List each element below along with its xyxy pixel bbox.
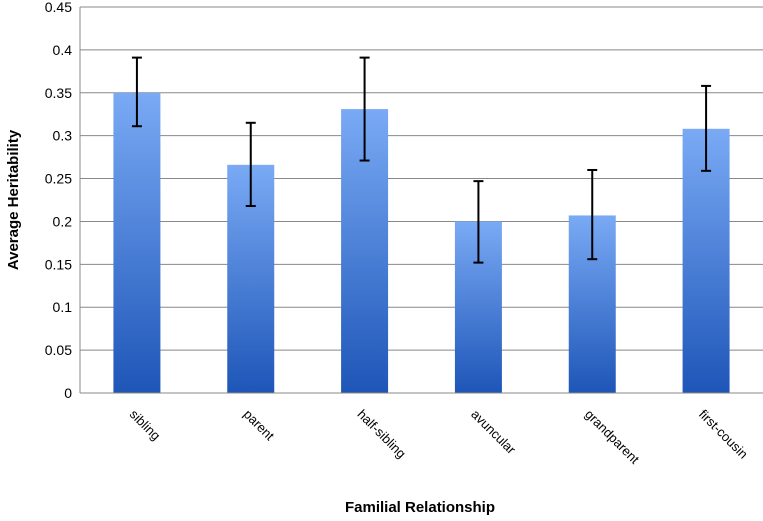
bar-sibling — [113, 92, 161, 394]
y-axis-title: Average Heritability — [5, 129, 22, 270]
x-tick-label: grandparent — [582, 407, 642, 467]
x-tick-label: sibling — [127, 407, 164, 444]
y-tick-label: 0.05 — [45, 342, 72, 358]
y-tick-labels: 0 0.05 0.1 0.15 0.2 0.25 0.3 0.35 0.4 0.45 — [45, 0, 72, 401]
y-tick-label: 0.3 — [53, 128, 73, 144]
y-tick-label: 0.35 — [45, 85, 72, 101]
y-tick-label: 0.25 — [45, 171, 72, 187]
x-tick-label: parent — [241, 407, 278, 444]
error-bar-parent — [245, 121, 256, 208]
y-tick-label: 0 — [64, 385, 72, 401]
error-bar-first-cousin — [701, 84, 712, 172]
y-tick-label: 0.1 — [53, 299, 73, 315]
x-tick-label: avuncular — [468, 407, 519, 458]
x-tick-label: half-sibling — [354, 407, 409, 462]
error-bars — [131, 56, 712, 264]
gridlines — [80, 6, 763, 351]
x-tick-labels: sibling parent half-sibling avuncular grandp… — [127, 407, 751, 467]
error-bar-sibling — [131, 56, 142, 128]
error-bar-grandparent — [587, 168, 598, 261]
y-tick-label: 0.2 — [53, 213, 73, 229]
x-tick-label: first-cousin — [696, 407, 751, 462]
axes — [79, 7, 763, 394]
y-tick-label: 0.4 — [53, 42, 73, 58]
y-tick-label: 0.15 — [45, 256, 72, 272]
bar-first-cousin — [682, 128, 730, 393]
y-tick-label: 0.45 — [45, 0, 72, 15]
error-bar-avuncular — [473, 180, 484, 264]
bars — [113, 92, 730, 394]
error-bar-half-sibling — [359, 56, 370, 162]
x-axis-title: Familial Relationship — [345, 499, 495, 516]
